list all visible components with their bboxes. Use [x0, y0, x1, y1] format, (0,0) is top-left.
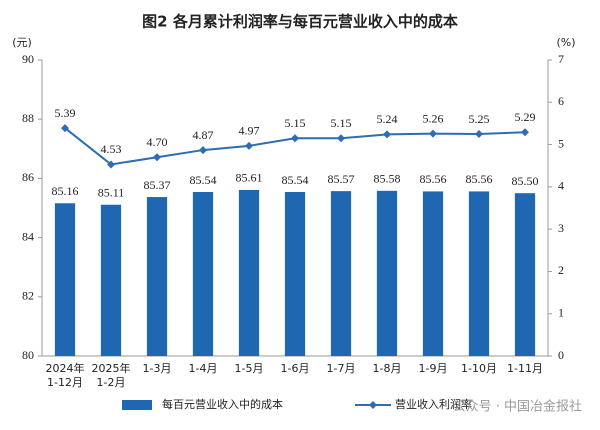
x-tick-label: 1-3月 [143, 362, 172, 375]
x-tick-label: 1-5月 [235, 362, 264, 375]
bar-value-label: 85.56 [466, 172, 493, 186]
y2-tick-label: 2 [558, 263, 564, 277]
bar [284, 192, 306, 356]
watermark: 公众号 · 中国冶金报社 [453, 399, 582, 415]
x-tick-label: 1-6月 [281, 362, 310, 375]
x-tick-label: 1-4月 [189, 362, 218, 375]
line-marker [475, 130, 483, 138]
legend-marker [369, 401, 377, 409]
line-value-label: 5.15 [285, 116, 306, 130]
bar-value-label: 85.50 [512, 174, 539, 188]
bar [238, 189, 260, 356]
line-marker [521, 128, 529, 137]
bar [192, 192, 214, 356]
x-tick-label: 1-7月 [327, 362, 356, 375]
y-tick-label: 82 [22, 289, 34, 303]
y2-tick-label: 6 [558, 94, 564, 108]
bar-value-label: 85.57 [328, 172, 355, 186]
bar-value-label: 85.54 [282, 173, 309, 187]
bar-value-label: 85.54 [190, 173, 217, 187]
line-marker [153, 153, 161, 162]
y-axis-label: (元) [12, 36, 32, 49]
bar-value-label: 85.11 [98, 185, 125, 199]
x-tick-label: 1-11月 [507, 362, 543, 375]
legend-swatch [122, 400, 152, 410]
x-tick-label: 1-8月 [373, 362, 402, 375]
line-value-label: 5.26 [423, 111, 444, 125]
line-value-label: 4.70 [147, 135, 168, 149]
line-marker [337, 134, 345, 143]
bar [514, 193, 536, 356]
line-marker [199, 146, 207, 155]
line-value-label: 5.25 [469, 112, 490, 126]
line-marker [107, 160, 115, 169]
bar [146, 197, 168, 356]
line-marker [429, 129, 437, 138]
line-value-label: 4.97 [239, 124, 260, 138]
bar [100, 204, 122, 356]
y-tick-label: 80 [22, 348, 34, 362]
legend-label: 营业收入利润率 [395, 397, 472, 411]
y-tick-label: 84 [22, 229, 34, 243]
y2-tick-label: 3 [558, 221, 564, 235]
y2-tick-label: 1 [558, 305, 564, 319]
bar [376, 190, 398, 356]
bar [422, 191, 444, 356]
x-tick-label: 2025年 1-2月 [92, 361, 131, 389]
line-value-label: 5.29 [515, 110, 536, 124]
y-tick-label: 90 [22, 52, 34, 66]
line-marker [245, 141, 253, 150]
y-tick-label: 88 [22, 111, 34, 125]
line-value-label: 4.87 [193, 128, 214, 142]
y-tick-label: 86 [22, 170, 34, 184]
bar-value-label: 85.56 [420, 172, 447, 186]
y2-tick-label: 0 [558, 348, 564, 362]
y2-tick-label: 4 [558, 179, 564, 193]
x-tick-label: 1-10月 [461, 362, 497, 375]
line-marker [61, 124, 69, 133]
bar-value-label: 85.16 [52, 184, 79, 198]
line-marker [291, 134, 299, 143]
y2-tick-label: 5 [558, 136, 564, 150]
line-marker [383, 130, 391, 139]
bar [54, 203, 76, 356]
line-value-label: 5.39 [55, 106, 76, 120]
bar [330, 191, 352, 356]
x-tick-label: 1-9月 [419, 362, 448, 375]
line-value-label: 5.24 [377, 112, 398, 126]
bar [468, 191, 490, 356]
bar-value-label: 85.37 [144, 178, 171, 192]
chart-title: 图2 各月累计利润率与每百元营业收入中的成本 [142, 13, 458, 31]
legend-label: 每百元营业收入中的成本 [162, 397, 283, 411]
y2-axis-label: (%) [556, 36, 575, 49]
y2-tick-label: 7 [558, 52, 564, 66]
line-value-label: 5.15 [331, 116, 352, 130]
line [64, 127, 526, 166]
line-value-label: 4.53 [101, 142, 122, 156]
bar-value-label: 85.61 [236, 171, 263, 185]
bar-value-label: 85.58 [374, 172, 401, 186]
x-tick-label: 2024年 1-12月 [46, 361, 85, 389]
